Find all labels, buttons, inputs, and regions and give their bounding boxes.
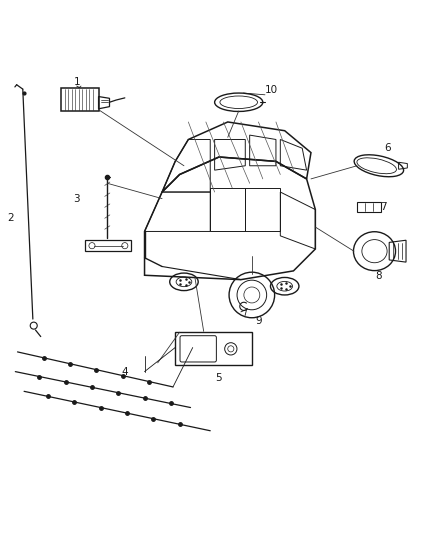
Text: 3: 3 <box>73 193 80 204</box>
Text: 6: 6 <box>384 143 391 154</box>
Text: 1: 1 <box>73 77 80 87</box>
Text: 9: 9 <box>255 316 262 326</box>
Text: 7: 7 <box>380 202 387 212</box>
Text: 4: 4 <box>121 367 128 377</box>
Text: 2: 2 <box>7 213 14 223</box>
Text: 10: 10 <box>265 85 278 95</box>
Text: 5: 5 <box>215 373 223 383</box>
Text: 8: 8 <box>375 271 382 281</box>
